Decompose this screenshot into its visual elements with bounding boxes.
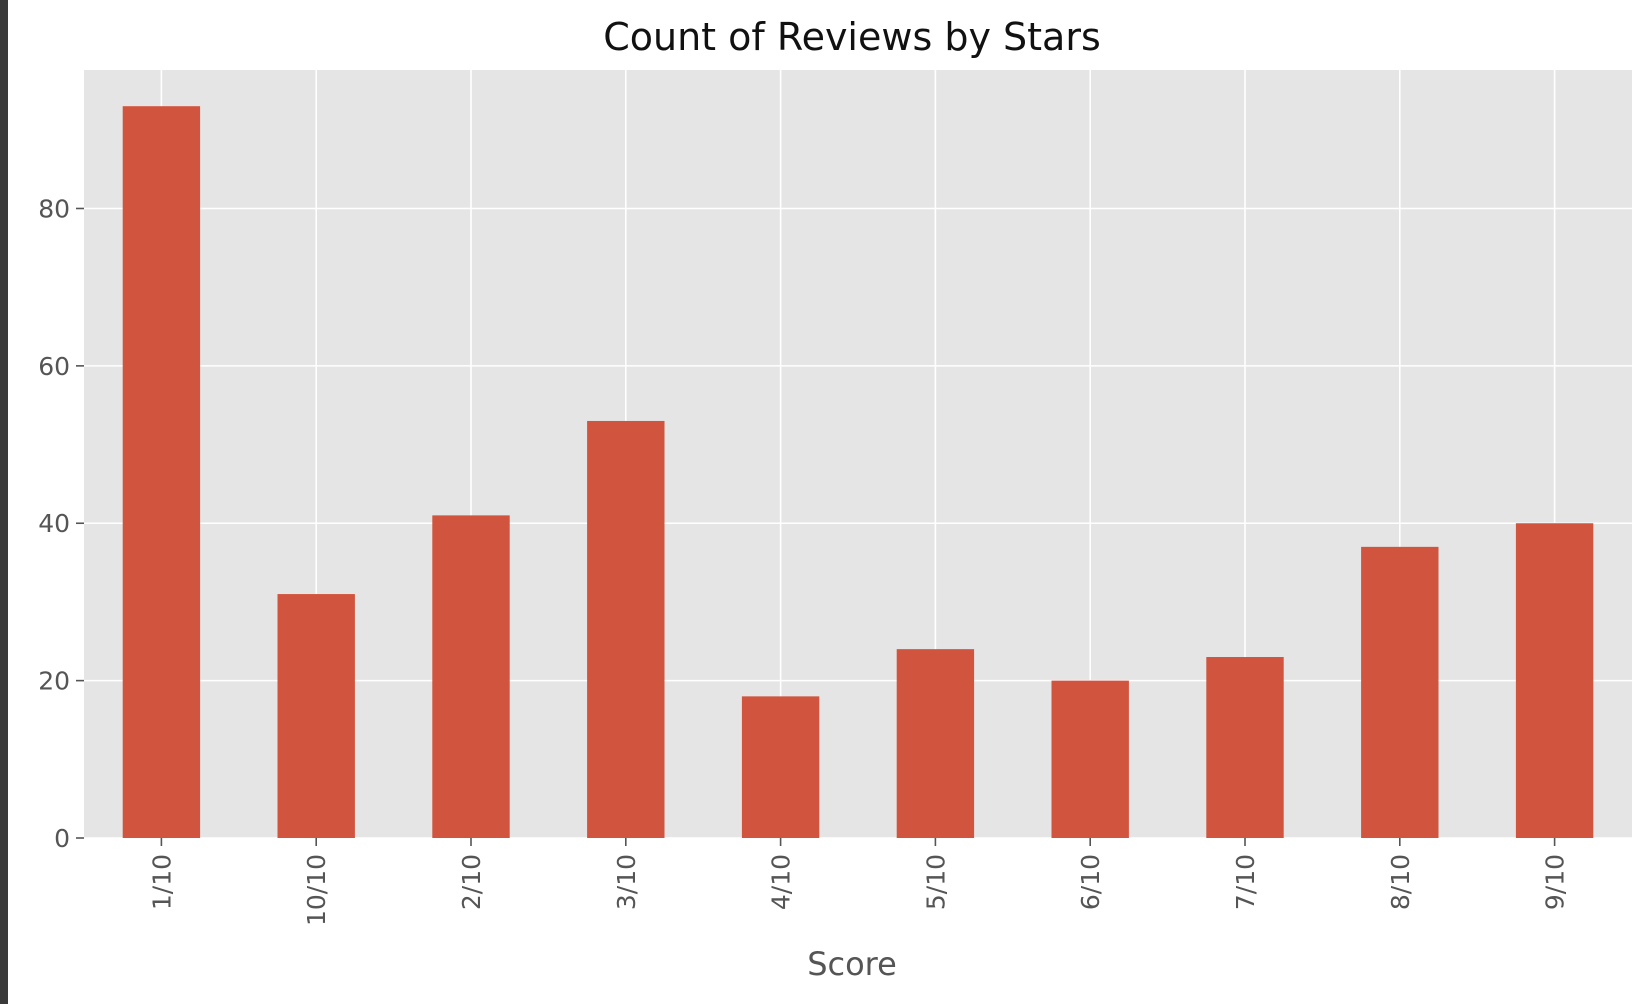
chart-title: Count of Reviews by Stars bbox=[603, 15, 1101, 59]
bar-9-10 bbox=[1515, 523, 1594, 838]
x-axis-ticks: 1/10 10/10 2/10 3/10 4/10 5/10 6/10 7/10 8/10 9/1… bbox=[147, 838, 1570, 926]
x-axis-label: Score bbox=[807, 945, 897, 983]
bar-10-10 bbox=[277, 594, 355, 838]
bar-7-10 bbox=[1206, 657, 1284, 838]
x-tick-label: 8/10 bbox=[1386, 854, 1415, 910]
x-tick-label: 1/10 bbox=[147, 854, 176, 910]
x-tick-label: 10/10 bbox=[302, 854, 331, 926]
x-tick-label: 3/10 bbox=[612, 854, 641, 910]
y-tick-label: 0 bbox=[54, 824, 70, 853]
bar-chart: 0 20 40 60 80 1/10 10/10 2/10 3/10 4/10 5/10 6/10 7… bbox=[38, 15, 1632, 983]
bar-5-10 bbox=[896, 649, 975, 838]
y-tick-label: 40 bbox=[38, 509, 70, 538]
y-tick-label: 20 bbox=[38, 667, 70, 696]
x-tick-label: 6/10 bbox=[1076, 854, 1105, 910]
bar-8-10 bbox=[1361, 546, 1439, 838]
y-tick-label: 80 bbox=[38, 194, 70, 223]
bars bbox=[122, 106, 1594, 839]
x-tick-label: 7/10 bbox=[1231, 854, 1260, 910]
bar-4-10 bbox=[741, 696, 820, 838]
x-tick-label: 2/10 bbox=[457, 854, 486, 910]
x-tick-label: 4/10 bbox=[767, 854, 796, 910]
bar-3-10 bbox=[587, 420, 665, 838]
bar-2-10 bbox=[432, 515, 510, 838]
figure: 0 20 40 60 80 1/10 10/10 2/10 3/10 4/10 5/10 6/10 7… bbox=[8, 0, 1652, 1004]
y-axis-ticks: 0 20 40 60 80 bbox=[38, 194, 84, 853]
bar-6-10 bbox=[1051, 680, 1129, 838]
bar-1-10 bbox=[122, 106, 201, 839]
x-tick-label: 9/10 bbox=[1541, 854, 1570, 910]
x-tick-label: 5/10 bbox=[921, 854, 950, 910]
y-tick-label: 60 bbox=[38, 352, 70, 381]
